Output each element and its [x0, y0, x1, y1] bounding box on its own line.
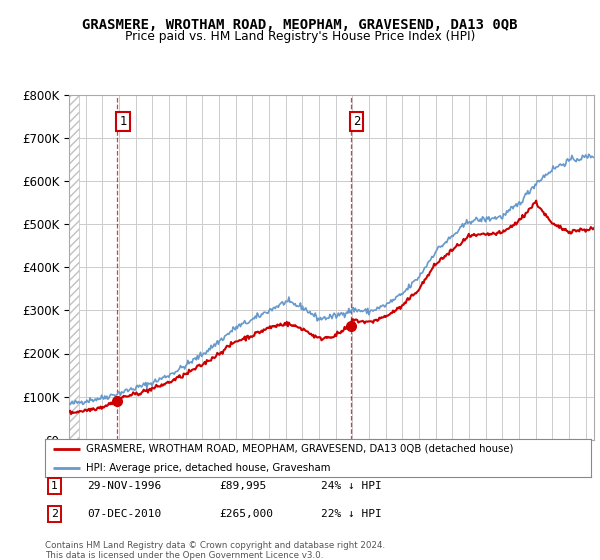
Text: This data is licensed under the Open Government Licence v3.0.: This data is licensed under the Open Gov… — [45, 551, 323, 560]
Text: 1: 1 — [119, 115, 127, 128]
Text: 24% ↓ HPI: 24% ↓ HPI — [321, 481, 382, 491]
Text: £265,000: £265,000 — [219, 509, 273, 519]
Text: 2: 2 — [353, 115, 361, 128]
Text: 1: 1 — [51, 481, 58, 491]
Text: 07-DEC-2010: 07-DEC-2010 — [87, 509, 161, 519]
Text: 2: 2 — [51, 509, 58, 519]
Text: GRASMERE, WROTHAM ROAD, MEOPHAM, GRAVESEND, DA13 0QB (detached house): GRASMERE, WROTHAM ROAD, MEOPHAM, GRAVESE… — [86, 444, 514, 454]
Text: GRASMERE, WROTHAM ROAD, MEOPHAM, GRAVESEND, DA13 0QB: GRASMERE, WROTHAM ROAD, MEOPHAM, GRAVESE… — [82, 18, 518, 32]
Text: 29-NOV-1996: 29-NOV-1996 — [87, 481, 161, 491]
Text: Price paid vs. HM Land Registry's House Price Index (HPI): Price paid vs. HM Land Registry's House … — [125, 30, 475, 43]
Text: £89,995: £89,995 — [219, 481, 266, 491]
Text: HPI: Average price, detached house, Gravesham: HPI: Average price, detached house, Grav… — [86, 463, 331, 473]
Text: 22% ↓ HPI: 22% ↓ HPI — [321, 509, 382, 519]
Text: Contains HM Land Registry data © Crown copyright and database right 2024.: Contains HM Land Registry data © Crown c… — [45, 541, 385, 550]
